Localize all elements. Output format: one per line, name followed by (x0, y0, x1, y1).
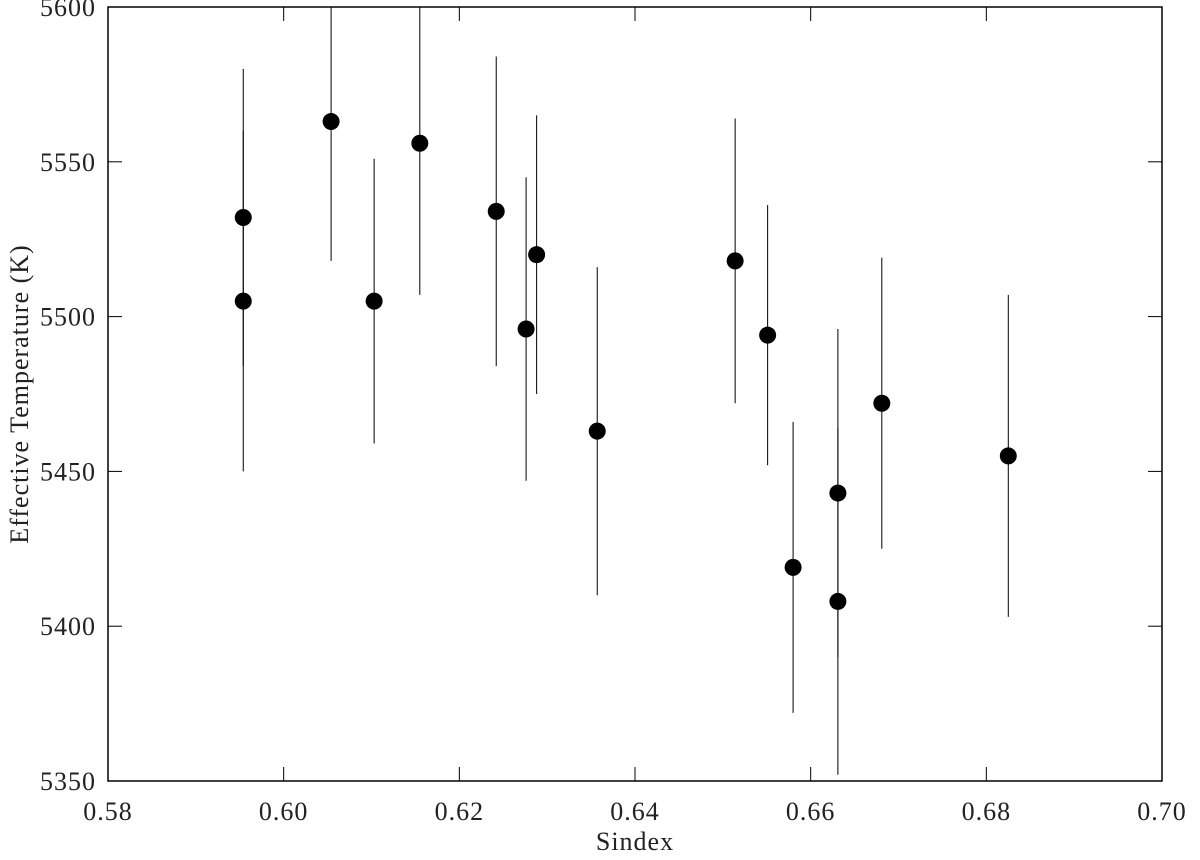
y-tick-label: 5600 (40, 0, 96, 22)
data-point (784, 558, 802, 576)
x-tick-label: 0.58 (83, 797, 133, 826)
data-point (726, 252, 744, 270)
y-axis-title: Effective Temperature (K) (5, 244, 34, 543)
plot-frame (107, 6, 1163, 782)
y-tick-label: 5350 (40, 767, 96, 796)
data-point (829, 484, 847, 502)
data-point (999, 447, 1017, 465)
data-point (759, 326, 777, 344)
x-tick-label: 0.62 (435, 797, 485, 826)
data-point (528, 246, 546, 264)
x-tick-label: 0.60 (259, 797, 309, 826)
data-point (234, 209, 252, 227)
data-point (487, 202, 505, 220)
data-point (873, 394, 891, 412)
x-axis-title: Sindex (596, 827, 674, 856)
data-point (234, 292, 252, 310)
data-point (588, 422, 606, 440)
data-point (322, 113, 340, 131)
x-tick-label: 0.64 (610, 797, 660, 826)
y-tick-label: 5400 (40, 612, 96, 641)
error-bars (242, 7, 1009, 775)
data-point (411, 134, 429, 152)
y-tick-label: 5500 (40, 303, 96, 332)
data-point (829, 592, 847, 610)
data-point (517, 320, 535, 338)
y-tick-label: 5450 (40, 457, 96, 486)
data-point (365, 292, 383, 310)
x-tick-label: 0.70 (1137, 797, 1187, 826)
y-tick-label: 5550 (40, 148, 96, 177)
x-tick-label: 0.68 (962, 797, 1012, 826)
x-tick-label: 0.66 (786, 797, 836, 826)
